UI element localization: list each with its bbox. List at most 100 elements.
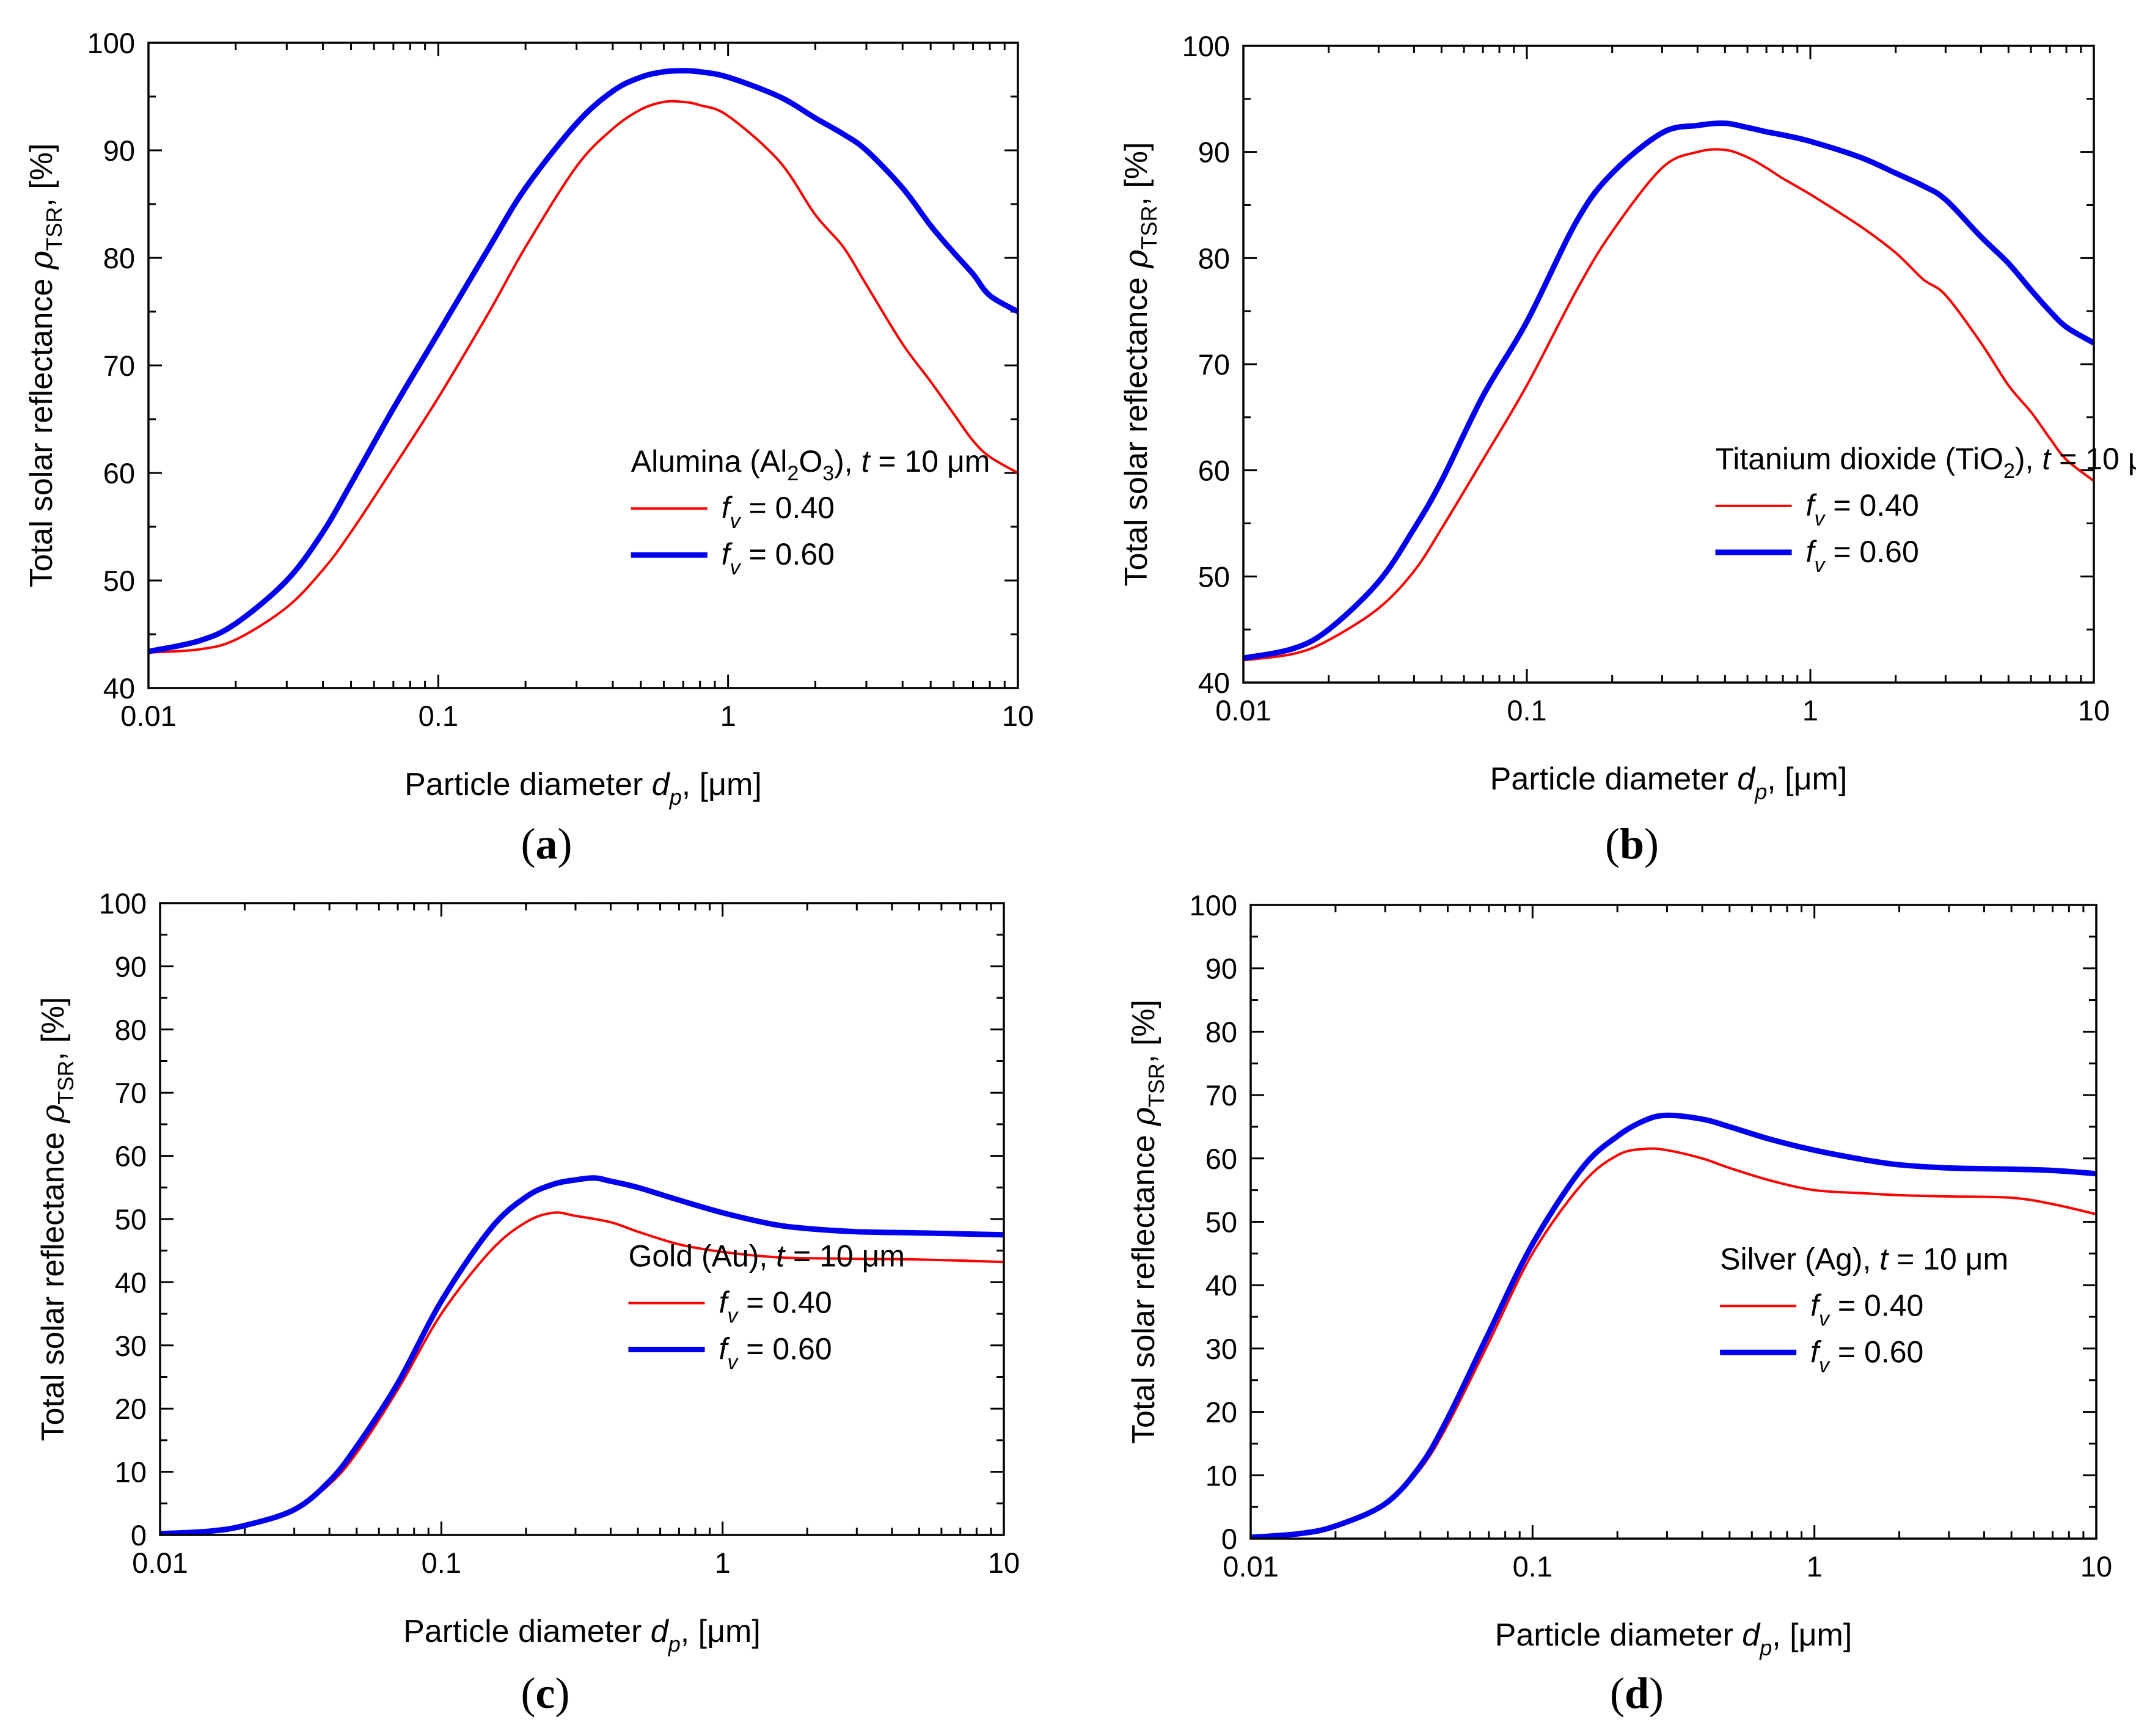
y-axis-unit: , [%] (35, 997, 71, 1061)
panel-label: (b) (1605, 819, 1659, 868)
x-axis-label-text: Particle diameter (1495, 1617, 1743, 1653)
legend-material: Gold (Au), (628, 1239, 776, 1273)
y-tick-label: 80 (115, 1014, 147, 1046)
legend-material: Alumina (Al (631, 444, 788, 478)
x-tick-label: 1 (1802, 694, 1818, 727)
legend-entry-fv-060: fv = 0.60 (722, 537, 835, 579)
y-tick-label: 90 (103, 134, 135, 167)
y-axis-label-text: Total solar reflectance (1126, 1126, 1161, 1444)
legend-value: = 0.40 (1829, 1288, 1923, 1322)
y-tick-label: 50 (115, 1203, 147, 1236)
chart-panel-a: 0.01 0.1 1 10 40 50 60 70 80 90 100 Alumina (Al2O3)… (23, 27, 1034, 868)
y-axis-label-text: Total solar reflectance (1119, 268, 1154, 586)
y-axis-subscript: TSR (42, 207, 67, 251)
series-line-fv-040 (148, 100, 1018, 654)
y-tick-label: 20 (115, 1393, 147, 1425)
series-group (148, 68, 1018, 654)
x-axis-subscript: p (1754, 779, 1767, 804)
x-tick-label: 10 (1002, 700, 1034, 732)
legend-subscript: v (727, 1351, 739, 1374)
panel-label-letter: d (1625, 1669, 1649, 1718)
series-group (160, 1175, 1004, 1535)
y-tick-label: 90 (1205, 953, 1237, 985)
x-tick-label: 0.1 (419, 700, 458, 732)
legend-thickness-var: t (776, 1239, 786, 1273)
y-tick-label: 10 (1205, 1459, 1237, 1492)
x-axis-symbol: d (1742, 1617, 1761, 1653)
legend-entry-fv-040: fv = 0.40 (1806, 488, 1919, 530)
x-axis-subscript: p (668, 1632, 681, 1657)
y-axis-label: Total solar reflectance ρTSR, [%] (23, 144, 67, 588)
legend-title: Silver (Ag), t = 10 μm (1720, 1242, 2008, 1276)
x-axis-unit: , [μm] (1767, 761, 1847, 797)
legend-thickness-val: = 10 μm (2050, 442, 2136, 476)
legend-thickness-var: t (1879, 1242, 1889, 1276)
y-axis-subscript: TSR (53, 1061, 78, 1105)
series-line-fv-040 (1243, 148, 2094, 662)
y-axis-symbol: ρ (1118, 249, 1155, 269)
x-tick-label: 10 (988, 1547, 1020, 1579)
y-tick-label: 70 (103, 350, 135, 382)
legend-value: = 0.60 (737, 1332, 832, 1366)
x-axis-unit: , [μm] (681, 1614, 761, 1649)
panel-label-open: ( (1610, 1669, 1625, 1718)
panel-label-open: ( (521, 1669, 536, 1718)
x-tick-label: 0.1 (1513, 1550, 1553, 1583)
y-tick-label: 40 (1205, 1269, 1237, 1302)
panel-label-close: ) (555, 1669, 569, 1718)
x-tick-label: 0.01 (132, 1547, 188, 1579)
y-tick-label: 30 (1205, 1333, 1237, 1365)
y-tick-label: 100 (1182, 30, 1230, 62)
legend-entry-fv-060: fv = 0.60 (1810, 1335, 1923, 1377)
x-tick-label: 10 (2080, 1550, 2112, 1583)
y-tick-label: 60 (1198, 455, 1230, 487)
x-axis-label: Particle diameter dp, [μm] (1495, 1617, 1853, 1660)
y-axis-unit: , [%] (1119, 142, 1154, 206)
y-tick-label: 70 (1198, 348, 1230, 381)
x-axis-label: Particle diameter dp, [μm] (1490, 761, 1848, 804)
x-axis-unit: , [μm] (1772, 1617, 1852, 1653)
panel-label-close: ) (558, 819, 572, 868)
x-tick-label: 0.01 (1223, 1550, 1278, 1583)
legend-value: = 0.40 (1824, 488, 1918, 522)
legend-title: Gold (Au), t = 10 μm (628, 1239, 905, 1273)
legend-title: Alumina (Al2O3), t = 10 μm (631, 444, 990, 485)
y-tick-label: 50 (1198, 560, 1230, 593)
x-tick-label: 0.1 (1507, 694, 1546, 727)
panel-label-open: ( (521, 819, 536, 868)
x-axis-label-text: Particle diameter (404, 767, 652, 802)
legend-subscript: v (730, 510, 742, 533)
panel-label: (a) (521, 819, 572, 868)
plot-frame (147, 42, 1019, 689)
series-line-fv-060 (160, 1175, 1004, 1535)
y-tick-label: 40 (115, 1266, 147, 1298)
y-tick-label: 100 (87, 27, 135, 59)
legend-subscript: 2 (787, 462, 799, 485)
y-tick-label: 40 (1198, 667, 1230, 699)
plot-frame (1242, 45, 2095, 684)
legend-thickness-var: t (2042, 442, 2052, 476)
series-line-fv-060 (148, 68, 1018, 654)
y-tick-label: 50 (103, 565, 135, 597)
y-axis-unit: , [%] (1126, 1000, 1161, 1063)
y-tick-label: 60 (1205, 1143, 1237, 1175)
legend-thickness-val: = 10 μm (785, 1239, 905, 1273)
x-axis-subscript: p (1759, 1635, 1772, 1660)
series-line-fv-040 (1251, 1147, 2096, 1539)
x-axis-subscript: p (669, 785, 682, 810)
legend-entry-fv-040: fv = 0.40 (722, 491, 835, 533)
y-tick-label: 50 (1205, 1206, 1237, 1239)
legend-subscript: v (727, 1305, 739, 1328)
y-tick-label: 80 (1205, 1016, 1237, 1048)
y-tick-label: 70 (1205, 1079, 1237, 1112)
legend-thickness-val: = 10 μm (1888, 1242, 2008, 1276)
x-tick-label: 1 (715, 1547, 731, 1579)
legend-subscript: v (1819, 1307, 1831, 1330)
legend-subscript: 3 (822, 462, 834, 485)
y-tick-label: 70 (115, 1077, 147, 1109)
y-axis-label-text: Total solar reflectance (35, 1123, 71, 1441)
x-axis-label-text: Particle diameter (403, 1614, 651, 1649)
